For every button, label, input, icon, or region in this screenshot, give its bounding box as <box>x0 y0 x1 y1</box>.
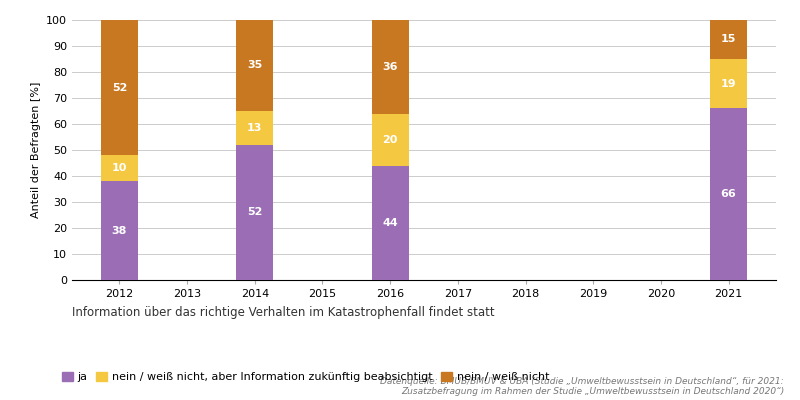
Text: 44: 44 <box>382 218 398 228</box>
Bar <box>371 20 409 114</box>
Text: Information über das richtige Verhalten im Katastrophenfall findet statt: Information über das richtige Verhalten … <box>72 306 494 319</box>
Bar <box>710 20 747 59</box>
Bar <box>710 59 747 108</box>
Bar <box>101 20 138 155</box>
Bar <box>236 20 274 111</box>
Bar <box>371 166 409 280</box>
Bar <box>101 181 138 280</box>
Text: 10: 10 <box>112 163 127 173</box>
Y-axis label: Anteil der Befragten [%]: Anteil der Befragten [%] <box>30 82 41 218</box>
Text: 15: 15 <box>721 34 736 44</box>
Text: Datenquelle: BMUB/BMUV & UBA (Studie „Umweltbewusstsein in Deutschland“, für 202: Datenquelle: BMUB/BMUV & UBA (Studie „Um… <box>380 377 784 396</box>
Text: 35: 35 <box>247 60 262 70</box>
Text: 38: 38 <box>112 226 127 236</box>
Bar <box>101 155 138 181</box>
Text: 36: 36 <box>382 62 398 72</box>
Text: 66: 66 <box>721 189 737 199</box>
Bar <box>236 145 274 280</box>
Text: 20: 20 <box>382 134 398 145</box>
Text: 52: 52 <box>112 83 127 93</box>
Bar <box>710 108 747 280</box>
Text: 52: 52 <box>247 207 262 217</box>
Legend: ja, nein / weiß nicht, aber Information zukünftig beabsichtigt, nein / weiß nich: ja, nein / weiß nicht, aber Information … <box>62 372 549 382</box>
Bar <box>236 111 274 145</box>
Text: 13: 13 <box>247 123 262 133</box>
Text: 19: 19 <box>721 79 737 89</box>
Bar <box>371 114 409 166</box>
